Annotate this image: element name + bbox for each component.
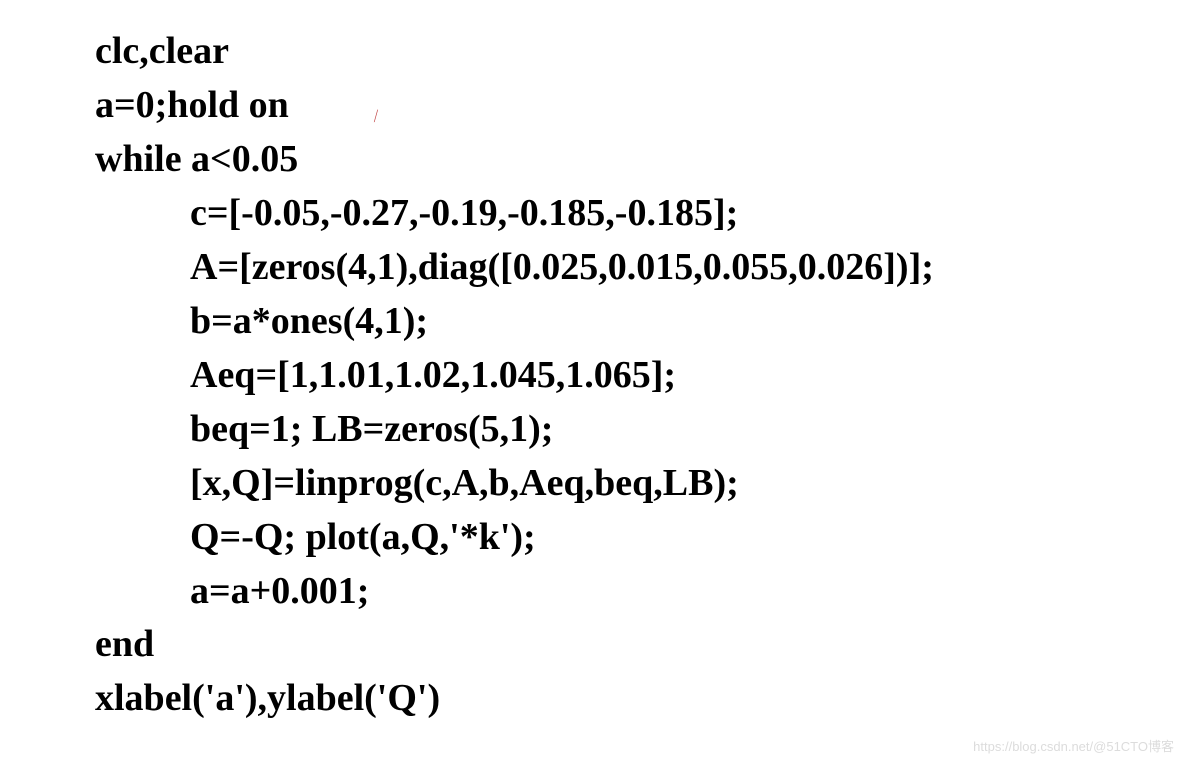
code-line-11: a=a+0.001; xyxy=(95,565,1184,619)
code-line-2: a=0;hold on xyxy=(95,79,1184,133)
code-line-6: b=a*ones(4,1); xyxy=(95,295,1184,349)
watermark-text: https://blog.csdn.net/@51CTO博客 xyxy=(973,736,1174,755)
code-line-8: beq=1; LB=zeros(5,1); xyxy=(95,403,1184,457)
code-line-12: end xyxy=(95,618,1184,672)
code-line-9: [x,Q]=linprog(c,A,b,Aeq,beq,LB); xyxy=(95,457,1184,511)
code-line-4: c=[-0.05,-0.27,-0.19,-0.185,-0.185]; xyxy=(95,187,1184,241)
code-line-5: A=[zeros(4,1),diag([0.025,0.015,0.055,0.… xyxy=(95,241,1184,295)
code-block: clc,clear a=0;hold on while a<0.05 c=[-0… xyxy=(0,0,1184,726)
code-line-13: xlabel('a'),ylabel('Q') xyxy=(95,672,1184,726)
code-line-3: while a<0.05 xyxy=(95,133,1184,187)
code-line-7: Aeq=[1,1.01,1.02,1.045,1.065]; xyxy=(95,349,1184,403)
code-line-10: Q=-Q; plot(a,Q,'*k'); xyxy=(95,511,1184,565)
code-line-1: clc,clear xyxy=(95,25,1184,79)
